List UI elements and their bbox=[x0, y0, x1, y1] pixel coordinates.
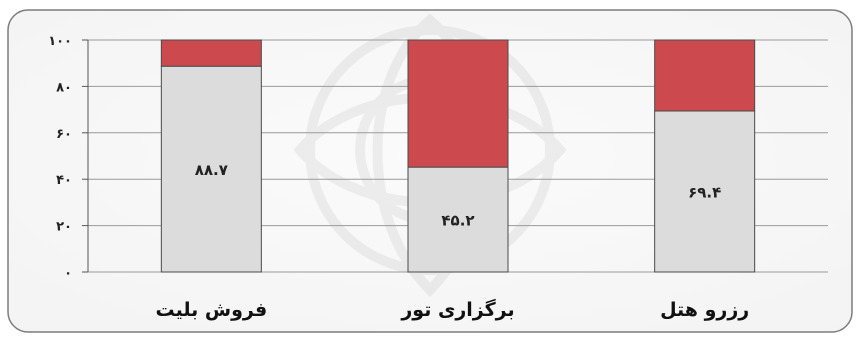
y-tick-label: ۴۰ bbox=[56, 173, 72, 188]
data-label: ۸۸.۷ bbox=[195, 161, 228, 179]
bar-segment-1-2 bbox=[407, 166, 509, 273]
y-axis: ۰ ۲۰ ۴۰ ۶۰ ۸۰ ۱۰۰ bbox=[48, 34, 89, 281]
y-tick-label: ۸۰ bbox=[56, 80, 72, 95]
y-tick-label: ۶۰ bbox=[56, 127, 72, 142]
y-tick-label: ۱۰۰ bbox=[48, 34, 72, 49]
category-label: برگزاری تور bbox=[400, 298, 514, 321]
bars bbox=[160, 39, 756, 273]
category-label: فروش بلیت bbox=[155, 299, 267, 321]
bar-segment-2-3 bbox=[654, 39, 756, 112]
data-labels: ۸۸.۷ ۴۵.۲ ۶۹.۴ bbox=[195, 161, 722, 229]
bar-segment-1-1 bbox=[160, 65, 262, 273]
bar-segment-1-3 bbox=[654, 110, 756, 273]
bar-segment-2-2 bbox=[407, 39, 509, 168]
data-label: ۴۵.۲ bbox=[441, 212, 474, 230]
y-tick-label: ۲۰ bbox=[56, 220, 72, 235]
y-tick-label: ۰ bbox=[64, 266, 72, 281]
category-labels: فروش بلیت برگزاری تور رزرو هتل bbox=[155, 298, 749, 321]
category-label: رزرو هتل bbox=[660, 299, 749, 321]
data-label: ۶۹.۴ bbox=[688, 183, 721, 201]
bar-segment-2-1 bbox=[160, 39, 262, 67]
